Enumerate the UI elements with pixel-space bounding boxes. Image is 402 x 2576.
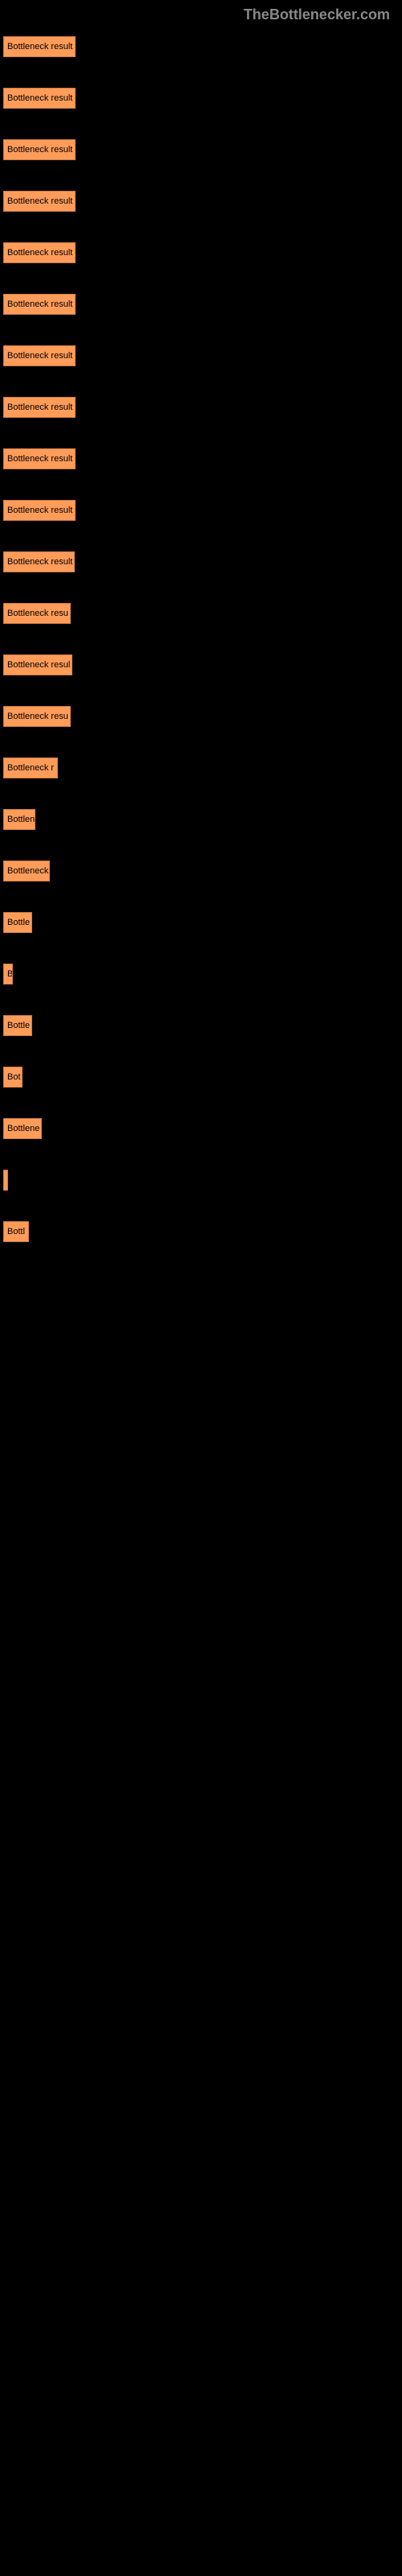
chart-bar: Bottl — [3, 1221, 29, 1242]
bar-row: Bottl — [3, 1221, 402, 1242]
bar-row: Bottleneck resu — [3, 706, 402, 727]
chart-bar: Bottleneck resu — [3, 603, 71, 624]
site-title: TheBottlenecker.com — [244, 6, 390, 23]
bar-row: Bottleneck resu — [3, 603, 402, 624]
chart-bar: Bottle — [3, 1015, 32, 1036]
bar-row: Bottleneck result — [3, 88, 402, 109]
bar-row: Bottleneck result — [3, 36, 402, 57]
bar-row: Bottleneck result — [3, 448, 402, 469]
bar-row: Bottleneck result — [3, 294, 402, 315]
bar-row: Bottleneck — [3, 861, 402, 881]
chart-bar: Bottleneck r — [3, 758, 58, 778]
chart-bar: Bottleneck resul — [3, 654, 72, 675]
bar-row: Bottleneck r — [3, 758, 402, 778]
chart-bar: Bottleneck resu — [3, 706, 71, 727]
bar-row: Bottleneck result — [3, 139, 402, 160]
chart-bar: Bottleneck result — [3, 294, 76, 315]
chart-bar: Bottleneck result — [3, 448, 76, 469]
bar-row: Bot — [3, 1067, 402, 1088]
chart-bar: Bottle — [3, 912, 32, 933]
chart-bar: Bottleneck result — [3, 397, 76, 418]
bar-row: Bottle — [3, 1015, 402, 1036]
chart-bar: Bottleneck result — [3, 88, 76, 109]
bar-row: Bottlene — [3, 1118, 402, 1139]
chart-bar: Bot — [3, 1067, 23, 1088]
chart-bar: Bottleneck result — [3, 191, 76, 212]
chart-bar: Bottleneck result — [3, 551, 75, 572]
chart-bar: Bottlen — [3, 809, 35, 830]
bar-row: Bottleneck result — [3, 345, 402, 366]
chart-bar: Bottleneck result — [3, 345, 76, 366]
bar-chart: Bottleneck result Bottleneck result Bottle… — [0, 30, 402, 1242]
bar-row: Bottleneck result — [3, 242, 402, 263]
chart-bar: Bottleneck result — [3, 36, 76, 57]
bar-row: Bottle — [3, 912, 402, 933]
chart-bar: Bottleneck result — [3, 500, 76, 521]
bar-row: Bottleneck result — [3, 191, 402, 212]
bar-row: Bottlen — [3, 809, 402, 830]
bar-row — [3, 1170, 402, 1191]
page-header: TheBottlenecker.com — [0, 0, 402, 30]
chart-bar — [3, 1170, 8, 1191]
bar-row: Bottleneck result — [3, 551, 402, 572]
bar-row: Bottleneck result — [3, 500, 402, 521]
chart-bar: Bottleneck — [3, 861, 50, 881]
chart-bar: B — [3, 964, 13, 985]
chart-bar: Bottleneck result — [3, 242, 76, 263]
bar-row: B — [3, 964, 402, 985]
bar-row: Bottleneck result — [3, 397, 402, 418]
bar-row: Bottleneck resul — [3, 654, 402, 675]
chart-bar: Bottleneck result — [3, 139, 76, 160]
chart-bar: Bottlene — [3, 1118, 42, 1139]
